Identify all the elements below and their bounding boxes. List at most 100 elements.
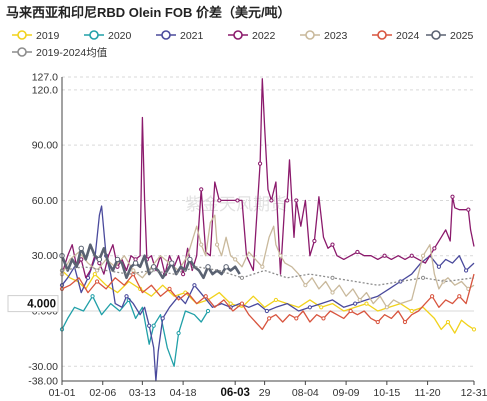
legend-swatch-marker [89,30,99,40]
series-point-2021 [307,305,312,310]
series-point-2023 [420,253,426,258]
series-point-2025 [223,264,229,270]
legend-swatch-marker [377,30,387,40]
series-point-2025 [78,245,84,252]
y-tick-label: -30.00 [28,361,58,373]
legend-item-2024[interactable]: 2024 [372,30,420,42]
series-point-2022 [382,253,387,258]
grid-lines [62,76,474,382]
series-point-2024 [167,286,172,291]
series-point-2019 [409,308,414,314]
series-point-2019 [228,301,233,306]
legend: 2019 2020 2021 2022 2023 2024 2025 2019-2024均值 [12,30,474,59]
legend-label: 2020 [108,30,132,42]
legend-label: 2025 [450,30,474,42]
series-point-2021 [463,268,469,273]
legend-item-2020[interactable]: 2020 [84,30,132,42]
series-point-2022 [181,272,186,277]
series-point-2025 [150,264,157,270]
series-line-2023 [61,214,475,308]
legend-label: 2022 [252,30,276,42]
series-point-2020 [151,323,156,328]
series-point-2023 [233,257,238,262]
legend-swatch-marker [305,30,315,40]
series-line-2020 [61,295,209,367]
series-point-2022 [355,249,360,255]
x-tick-label: 02-06 [89,387,116,399]
series-point-2021 [147,323,152,328]
legend-item-2023[interactable]: 2023 [300,30,348,42]
series-point-2022 [294,198,299,203]
series-point-2023 [330,290,335,295]
legend-swatch-marker [17,47,27,57]
series-point-2021 [192,283,197,288]
series-point-2022 [312,238,317,244]
series-point-2022 [432,246,437,251]
y-tick-label: 90.00 [32,140,58,152]
series-point-2022 [235,198,240,203]
series-point-2019-2024均值 [420,275,426,280]
series-point-2025 [169,260,175,266]
legend-swatch-marker [17,30,27,40]
series-point-2021 [264,308,269,314]
series-line-2022 [61,78,475,279]
series-point-2024 [203,294,208,299]
y-marker-label: 4.000 [27,299,56,311]
legend-item-2021[interactable]: 2021 [156,30,204,42]
legend-swatch-marker [161,30,171,40]
y-tick-label: 127.0 [32,72,58,84]
x-tick-label: 08-04 [292,387,319,399]
series-point-2021 [160,316,165,321]
legend-label: 2019 [36,30,60,42]
series-point-2023 [384,305,389,310]
legend-label: 2021 [180,30,204,42]
legend-swatch-marker [233,30,243,40]
legend-item-2019-2024均值[interactable]: 2019-2024均值 [12,46,108,59]
y-tick-label: -38.00 [28,376,58,388]
series-point-2024 [430,294,435,299]
series-point-2022 [199,187,204,192]
series-point-2022 [217,198,222,203]
legend-item-2019[interactable]: 2019 [12,30,60,42]
series-point-2025 [96,256,103,263]
series-point-2020 [205,308,211,314]
series-lines [59,78,477,382]
series-point-2023 [260,264,265,269]
series-point-2019 [471,327,477,332]
legend-item-2022[interactable]: 2022 [228,30,276,42]
series-point-2024 [321,316,326,321]
series-point-2019 [445,319,451,325]
series-point-2022 [466,207,471,212]
series-point-2023 [278,253,283,258]
series-line-2024 [61,273,475,331]
x-tick-label: 01-01 [49,387,76,399]
x-tick-label: 06-03 [220,387,249,399]
series-point-2023 [131,268,136,273]
series-point-2019-2024均值 [239,275,245,280]
series-point-2022 [450,194,455,199]
legend-swatch-marker [431,30,441,40]
y-tick-label: 30.00 [32,250,58,262]
series-point-2024 [348,308,353,314]
series-point-2025 [132,260,139,266]
x-tick-label: 09-09 [333,387,360,399]
series-point-2019 [92,272,97,277]
y-marker-box [7,295,59,313]
y-tick-label: 120.0 [32,84,58,96]
series-line-2021 [61,205,475,382]
series-point-2019 [273,297,279,303]
legend-item-2025[interactable]: 2025 [426,30,474,42]
series-point-2022 [257,161,263,166]
y-tick-label: 60.00 [32,195,58,207]
series-point-2023 [303,283,308,288]
x-tick-label: 12-31 [461,387,487,399]
series-point-2024 [239,301,245,306]
series-point-2024 [294,316,299,321]
series-point-2024 [457,294,462,299]
series-point-2024 [267,316,272,321]
series-point-2024 [402,319,408,325]
legend-label: 2019-2024均值 [36,46,108,59]
legend-label: 2024 [396,30,420,42]
series-point-2021 [353,301,358,306]
series-point-2019 [319,305,324,310]
